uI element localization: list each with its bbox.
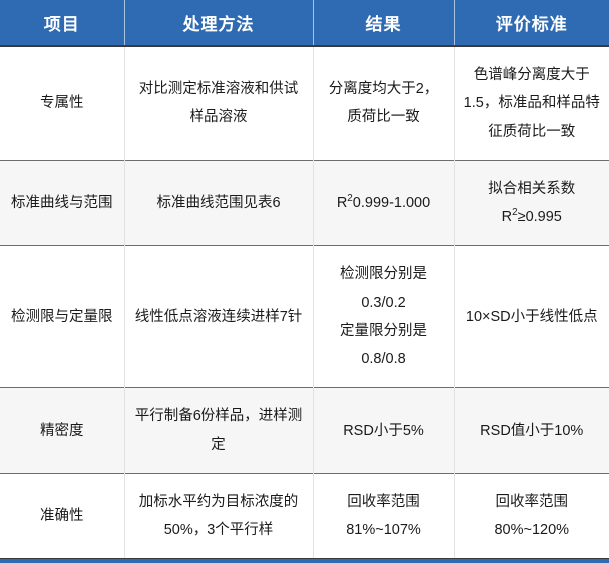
cell-criteria: 回收率范围 80%~120%: [454, 473, 609, 558]
cell-method: 标准曲线范围见表6: [124, 160, 314, 246]
cell-item: 准确性: [0, 473, 125, 559]
table-bottom-accent-bar: [0, 559, 609, 563]
criteria-line-2: R2≥0.995: [464, 203, 601, 231]
cell-criteria: 色谱峰分离度大于1.5，标准品和样品特征质荷比一致: [463, 67, 600, 140]
criteria-line-1: 拟合相关系数: [488, 180, 576, 197]
cell-item: 精密度: [0, 387, 125, 474]
cell-method: 对比测定标准溶液和供试样品溶液: [124, 46, 314, 161]
cell-method: 平行制备6份样品，进样测定: [124, 387, 314, 474]
header-row: 项目 处理方法 结果 评价标准: [0, 0, 609, 46]
table-row: 检测限与定量限 线性低点溶液连续进样7针 检测限分别是 0.3/0.2 定量限分…: [0, 245, 609, 388]
cell-item: 检测限与定量限: [0, 245, 125, 388]
column-header-criteria: 评价标准: [454, 0, 609, 46]
cell-item: 标准曲线与范围: [0, 160, 125, 246]
cell-result: R20.999-1.000: [313, 160, 455, 246]
column-header-item: 项目: [0, 0, 125, 46]
result-line-4: 0.8/0.8: [361, 351, 406, 368]
table-header: 项目 处理方法 结果 评价标准: [0, 0, 609, 46]
cell-method: 线性低点溶液连续进样7针: [124, 245, 314, 388]
cell-criteria: RSD值小于10%: [480, 422, 584, 439]
cell-result: 检测限分别是 0.3/0.2 定量限分别是 0.8/0.8: [313, 245, 455, 388]
result-line-1: 检测限分别是: [340, 266, 427, 283]
column-header-result: 结果: [313, 0, 455, 46]
cell-result: 回收率范围 81%~107%: [313, 473, 455, 559]
result-line-2: 81%~107%: [346, 522, 421, 539]
cell-criteria: 10×SD小于线性低点: [465, 308, 598, 325]
criteria-superscript: 2: [512, 207, 518, 219]
result-line-2: 0.3/0.2: [361, 294, 406, 311]
cell-result: RSD小于5%: [313, 387, 455, 474]
criteria-value: ≥0.995: [517, 209, 562, 226]
result-value: 0.999-1.000: [352, 194, 431, 211]
cell-result: 分离度均大于2，质荷比一致: [313, 46, 455, 161]
result-r-symbol: R: [336, 194, 348, 211]
result-superscript: 2: [347, 193, 353, 205]
criteria-line-1: 回收率范围: [495, 493, 569, 510]
table-body: 专属性 对比测定标准溶液和供试样品溶液 分离度均大于2，质荷比一致 色谱峰分离度…: [0, 46, 609, 559]
table-row: 准确性 加标水平约为目标浓度的50%，3个平行样 回收率范围 81%~107% …: [0, 473, 609, 559]
table-row: 专属性 对比测定标准溶液和供试样品溶液 分离度均大于2，质荷比一致 色谱峰分离度…: [0, 46, 609, 161]
result-line-1: 回收率范围: [347, 493, 420, 510]
cell-criteria: 拟合相关系数 R2≥0.995: [454, 160, 609, 246]
table-row: 标准曲线与范围 标准曲线范围见表6 R20.999-1.000 拟合相关系数 R…: [0, 160, 609, 246]
table-row: 精密度 平行制备6份样品，进样测定 RSD小于5% RSD值小于10%: [0, 387, 609, 474]
result-line-3: 定量限分别是: [340, 322, 427, 339]
criteria-line-2: 80%~120%: [494, 522, 570, 539]
cell-method: 加标水平约为目标浓度的50%，3个平行样: [124, 473, 314, 559]
cell-item: 专属性: [0, 46, 125, 161]
criteria-r-symbol: R: [501, 209, 513, 226]
column-header-method: 处理方法: [124, 0, 314, 46]
